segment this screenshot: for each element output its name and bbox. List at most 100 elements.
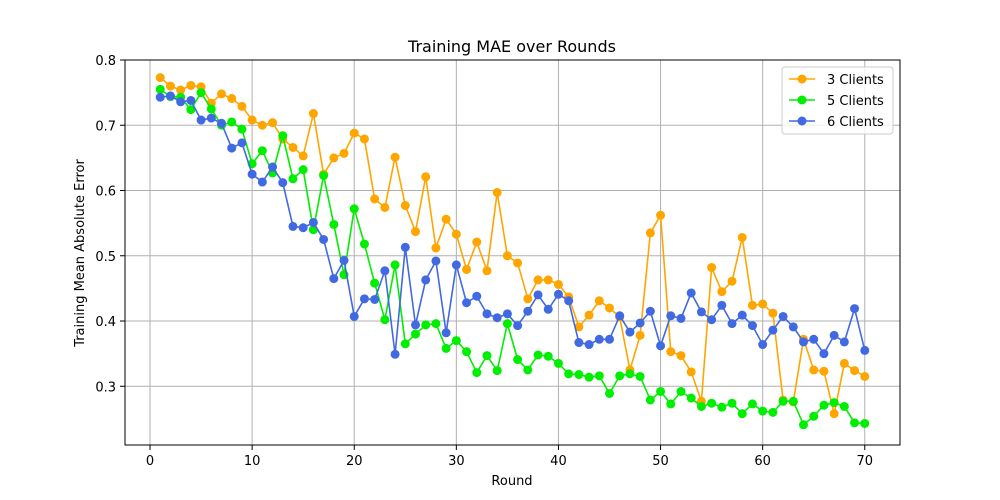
data-point (533, 290, 543, 300)
data-point (349, 311, 359, 321)
data-point (778, 311, 788, 321)
data-point (186, 95, 196, 105)
data-point (543, 351, 553, 361)
series-3 (155, 91, 870, 359)
data-point (737, 409, 747, 419)
data-point (523, 306, 533, 316)
data-point (625, 369, 635, 379)
data-point (186, 80, 196, 90)
data-point (288, 142, 298, 152)
data-point (278, 178, 288, 188)
data-point (155, 73, 165, 83)
data-point (308, 217, 318, 227)
data-point (839, 358, 849, 368)
data-point (410, 320, 420, 330)
data-point (257, 146, 267, 156)
data-point (666, 399, 676, 409)
data-point (237, 138, 247, 148)
series-layer (155, 73, 870, 430)
x-tick-label: 30 (448, 454, 465, 469)
data-point (349, 204, 359, 214)
data-point (268, 118, 278, 128)
data-point (513, 258, 523, 268)
data-point (543, 275, 553, 285)
data-point (410, 329, 420, 339)
x-axis: 0 10 20 30 40 50 60 70 (146, 445, 873, 469)
data-point (400, 242, 410, 252)
data-point (656, 341, 666, 351)
data-point (319, 234, 329, 244)
data-point (165, 91, 175, 101)
data-point (268, 162, 278, 172)
data-point (809, 411, 819, 421)
data-point (513, 355, 523, 365)
data-point (329, 153, 339, 163)
data-point (860, 371, 870, 381)
legend-marker (797, 95, 807, 105)
y-tick-label: 0.7 (95, 119, 116, 134)
data-point (727, 398, 737, 408)
data-point (737, 232, 747, 242)
data-point (257, 177, 267, 187)
data-point (482, 309, 492, 319)
legend-frame (781, 66, 894, 135)
data-point (778, 396, 788, 406)
data-point (686, 367, 696, 377)
data-point (216, 89, 226, 99)
legend-item: 3 Clients (789, 73, 884, 88)
x-axis-title: Round (491, 474, 532, 489)
data-point (809, 365, 819, 375)
data-point (462, 347, 472, 357)
data-point (758, 406, 768, 416)
legend-item: 6 Clients (789, 115, 884, 130)
data-point (605, 388, 615, 398)
legend-marker (797, 74, 807, 84)
data-point (206, 113, 216, 123)
data-point (656, 386, 666, 396)
data-point (676, 313, 686, 323)
data-point (319, 171, 329, 180)
data-point (196, 115, 206, 125)
y-axis-title: Training Mean Absolute Error (73, 159, 88, 348)
data-point (390, 349, 400, 359)
data-point (533, 350, 543, 360)
data-point (799, 420, 809, 430)
data-point (502, 251, 512, 261)
data-point (400, 201, 410, 211)
data-point (451, 229, 461, 239)
data-point (819, 349, 829, 359)
data-point (717, 287, 727, 297)
data-point (451, 336, 461, 346)
data-point (645, 306, 655, 316)
data-point (696, 402, 706, 411)
series-line (159, 88, 865, 426)
data-point (645, 228, 655, 238)
data-point (594, 296, 604, 306)
data-point (257, 120, 267, 130)
data-point (553, 358, 563, 368)
data-point (237, 101, 247, 111)
data-point (155, 84, 165, 94)
data-point (349, 128, 359, 138)
data-point (176, 85, 186, 95)
data-point (390, 260, 400, 270)
data-point (288, 174, 298, 184)
data-point (308, 109, 318, 119)
data-point (615, 311, 625, 321)
data-point (431, 256, 441, 266)
data-point (666, 347, 676, 357)
data-point (737, 310, 747, 320)
y-tick-label: 0.4 (95, 315, 116, 330)
data-point (850, 418, 860, 428)
data-point (594, 371, 604, 381)
data-point (615, 371, 625, 381)
data-point (860, 345, 870, 355)
data-point (594, 334, 604, 344)
data-point (513, 321, 523, 331)
data-point (553, 289, 563, 299)
data-point (696, 307, 706, 317)
data-point (747, 300, 757, 310)
data-point (686, 288, 696, 298)
data-point (339, 255, 349, 265)
